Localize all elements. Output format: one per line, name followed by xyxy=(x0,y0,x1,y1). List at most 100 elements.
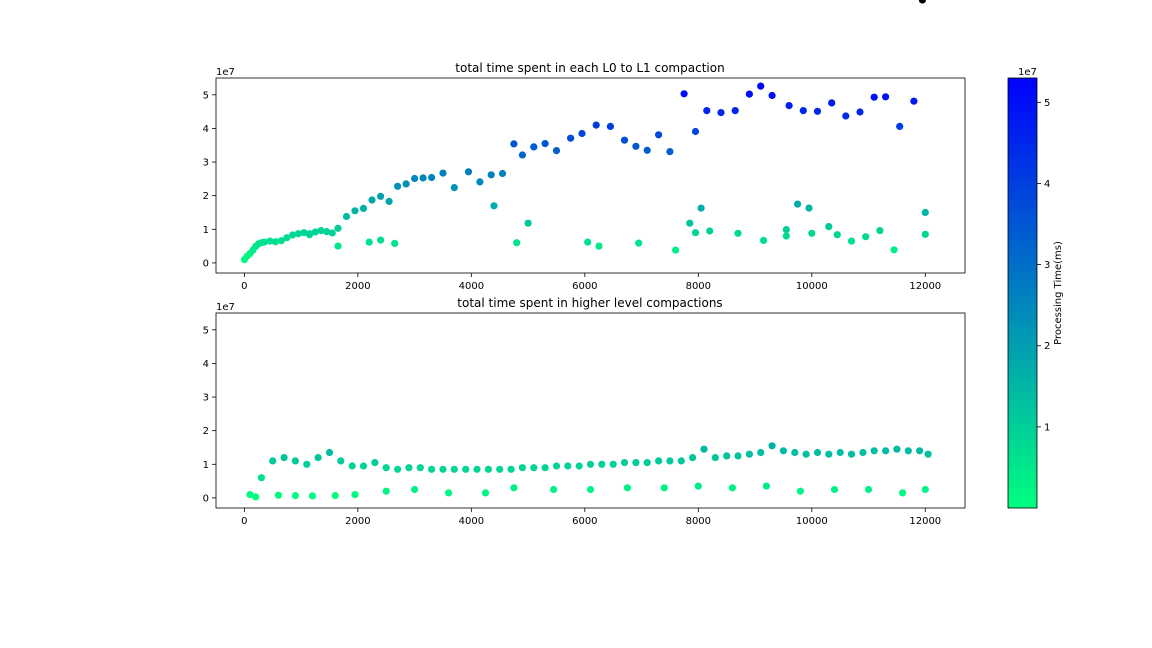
colorbar-tick-label: 3 xyxy=(1044,260,1050,271)
ax1-scatter-point xyxy=(896,122,904,130)
ax2-scatter-point xyxy=(308,492,317,500)
ax2-scatter-point xyxy=(677,457,685,465)
ax1-y-tick-label: 2 xyxy=(203,191,209,202)
ax2-scatter-point xyxy=(904,447,912,455)
ax1-scatter-point xyxy=(813,107,822,115)
ax1-scatter-point xyxy=(498,169,507,178)
ax2-scatter-point xyxy=(274,491,282,499)
ax1-scatter-point xyxy=(402,180,410,188)
ax2-scatter-point xyxy=(825,450,833,458)
ax2-scatter-point xyxy=(382,464,390,472)
ax2-x-tick-label: 4000 xyxy=(459,516,484,527)
ax2-scatter-point xyxy=(620,459,629,467)
ax2-scatter-point xyxy=(473,465,481,473)
ax1-y-tick-label: 0 xyxy=(203,258,209,269)
ax1-x-tick-label: 4000 xyxy=(459,281,484,292)
ax1-scatter-point xyxy=(703,107,711,115)
ax2-scatter-point xyxy=(462,465,470,473)
ax2-scatter-point xyxy=(916,447,924,455)
ax1-scatter-point xyxy=(368,196,376,204)
ax2-scatter-point xyxy=(348,462,356,470)
ax2-scatter-point xyxy=(269,457,277,465)
ax1-y-tick-label: 4 xyxy=(203,124,209,135)
ax1-scatter-point xyxy=(606,122,615,130)
ax1-scatter-point xyxy=(870,93,878,101)
ax2-x-tick-label: 6000 xyxy=(572,516,597,527)
ax1-scatter-point xyxy=(323,228,331,236)
ax2-x-tick-label: 10000 xyxy=(796,516,828,527)
ax2-scatter-point xyxy=(757,448,765,457)
colorbar-gradient xyxy=(1007,77,1038,509)
ax2-scatter-point xyxy=(598,460,606,468)
ax1-scatter-point xyxy=(620,136,629,144)
ax2-scatter-point xyxy=(411,485,419,494)
ax1-scatter-point xyxy=(266,237,274,245)
ax2-scatter-point xyxy=(689,454,697,462)
ax2-scatter-point xyxy=(924,450,932,458)
ax1-scatter-point xyxy=(260,238,268,246)
ax2-scatter-point xyxy=(711,454,719,462)
ax1-scatter-point xyxy=(541,140,549,148)
top-scatter-points xyxy=(240,0,929,264)
ax1-scatter-point xyxy=(782,226,790,234)
ax2-scatter-point xyxy=(882,447,890,455)
ax2-scatter-point xyxy=(428,465,436,473)
ax2-scatter-point xyxy=(291,457,299,465)
ax2-scatter-point xyxy=(586,485,595,494)
ax2-scatter-point xyxy=(382,487,390,495)
top-chart-title: total time spent in each L0 to L1 compac… xyxy=(455,61,724,75)
ax1-scatter-point xyxy=(918,0,926,4)
ax1-scatter-point xyxy=(828,99,836,107)
ax1-scatter-point xyxy=(578,129,586,138)
ax2-scatter-point xyxy=(813,448,822,457)
ax1-scatter-point xyxy=(334,242,342,250)
ax2-scatter-point xyxy=(351,491,359,499)
ax1-scatter-point xyxy=(294,230,302,238)
ax2-scatter-point xyxy=(550,485,558,494)
ax2-scatter-point xyxy=(541,464,549,472)
ax2-x-tick-label: 2000 xyxy=(345,516,370,527)
ax1-scatter-point xyxy=(317,227,325,235)
colorbar-label: Processing Time(ms) xyxy=(1053,241,1064,345)
top-axis-ticks: 0 2000 4000 6000 8000 10000 12000 0 1 2 3 4 5 xyxy=(203,90,942,292)
ax1-scatter-point xyxy=(680,90,688,98)
ax2-scatter-point xyxy=(655,457,663,465)
ax2-scatter-point xyxy=(700,445,708,453)
ax1-scatter-point xyxy=(300,229,308,237)
colorbar-ticks: 1 2 3 4 5 xyxy=(1037,98,1050,433)
ax1-scatter-point xyxy=(717,109,725,117)
colorbar-tick-label: 4 xyxy=(1044,179,1050,190)
ax2-scatter-point xyxy=(303,460,311,468)
ax1-scatter-point xyxy=(518,151,527,159)
ax1-scatter-point xyxy=(666,148,674,156)
bottom-scatter-points xyxy=(246,442,932,501)
bottom-axes-frame xyxy=(215,312,966,509)
ax1-scatter-point xyxy=(808,229,816,237)
ax2-scatter-point xyxy=(405,464,413,472)
ax2-y-tick-label: 1 xyxy=(203,460,209,471)
ax2-scatter-point xyxy=(246,491,254,499)
ax1-scatter-point xyxy=(584,238,592,246)
ax2-scatter-point xyxy=(921,485,929,494)
ax1-scatter-point xyxy=(745,90,754,98)
ax2-scatter-point xyxy=(507,465,515,473)
ax2-scatter-point xyxy=(496,465,504,473)
ax2-scatter-point xyxy=(802,450,810,458)
ax1-scatter-point xyxy=(530,143,538,151)
ax2-x-tick-label: 0 xyxy=(241,516,247,527)
colorbar-tick-label: 5 xyxy=(1044,98,1050,109)
bottom-subplot: total time spent in higher level compact… xyxy=(203,296,966,527)
ax2-scatter-point xyxy=(575,462,583,470)
ax2-scatter-point xyxy=(666,457,674,465)
ax2-scatter-point xyxy=(481,489,490,497)
ax1-scatter-point xyxy=(439,169,447,177)
ax1-x-tick-label: 8000 xyxy=(686,281,711,292)
ax1-scatter-point xyxy=(757,82,765,90)
ax1-scatter-point xyxy=(524,219,532,227)
ax2-scatter-point xyxy=(416,464,424,472)
ax1-x-tick-label: 6000 xyxy=(572,281,597,292)
ax2-y-tick-label: 0 xyxy=(203,493,209,504)
ax2-scatter-point xyxy=(660,484,668,492)
ax2-scatter-point xyxy=(510,484,518,492)
ax1-scatter-point xyxy=(419,174,427,182)
